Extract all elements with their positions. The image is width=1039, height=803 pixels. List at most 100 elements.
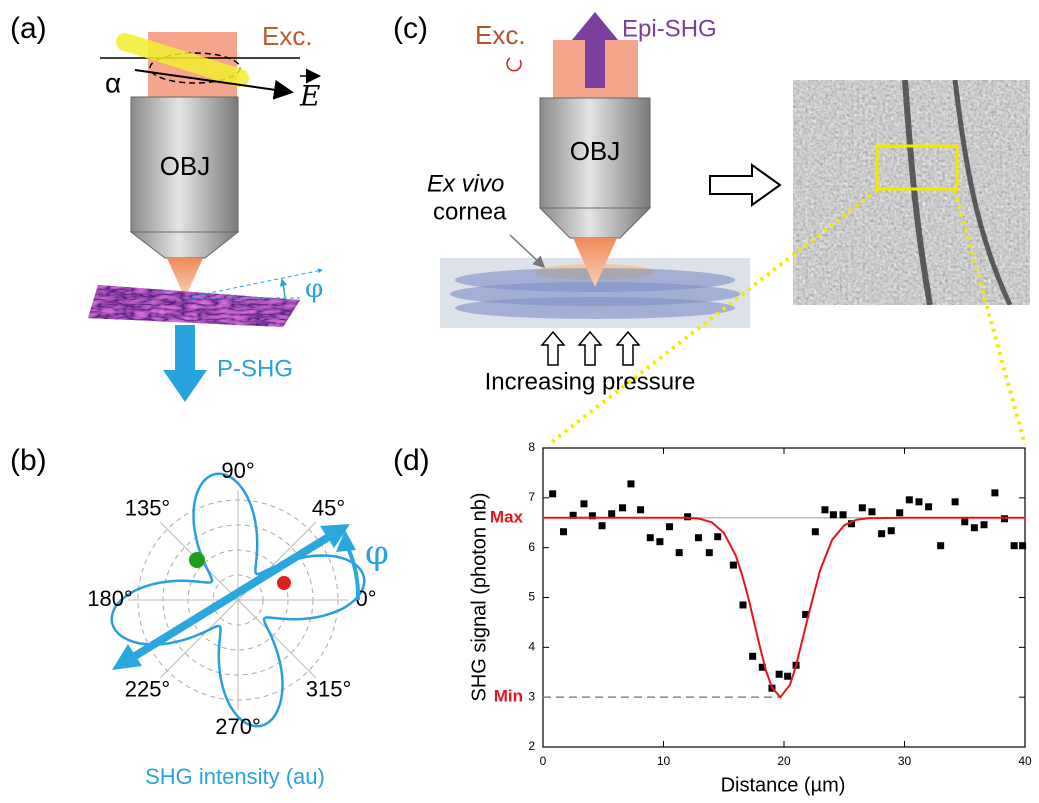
alpha: α <box>105 67 121 98</box>
data-point <box>812 528 819 535</box>
annotation-label: Min <box>494 687 523 706</box>
panel-label: (b) <box>10 444 47 477</box>
angle-arc <box>348 548 358 600</box>
angle-label: 315° <box>306 676 352 701</box>
detection: P-SHG <box>217 355 293 382</box>
panel-d: Distance (µm) SHG signal (photon nb) 0 10… <box>468 440 1032 796</box>
data-point <box>684 513 691 520</box>
panel-a: α E Exc. OBJ φ P-SHG <box>85 21 323 402</box>
pressure-arrows <box>542 332 639 365</box>
angle-label: 225° <box>125 676 171 701</box>
data-point <box>740 601 747 608</box>
data-point <box>840 511 847 518</box>
angle-label: 90° <box>221 458 254 483</box>
detection: Epi-SHG <box>622 15 717 42</box>
excitation: Exc. <box>475 20 526 50</box>
excitation: Exc. <box>262 21 313 51</box>
data-point <box>859 504 866 511</box>
data-point <box>925 503 932 510</box>
data-point <box>830 511 837 518</box>
data-point <box>730 562 737 569</box>
angle-arc <box>282 280 285 298</box>
y-tick-label: 5 <box>528 590 535 604</box>
data-point <box>549 490 556 497</box>
x-tick-label: 20 <box>777 754 791 768</box>
x-axis-title: Distance (µm) <box>721 774 846 796</box>
panel-c: Exc. Epi-SHG OBJ Ex vivo cornea Increasi… <box>427 12 1030 445</box>
data-point <box>868 508 875 515</box>
y-axis-title: SHG signal (photon nb) <box>468 492 490 701</box>
objective-tip <box>540 208 650 238</box>
data-point <box>776 671 783 678</box>
sample: cornea <box>433 198 507 225</box>
data-point <box>560 528 567 535</box>
data-point <box>695 534 702 541</box>
phi: φ <box>365 533 389 573</box>
circular-arrow <box>507 58 521 71</box>
data-point <box>647 534 654 541</box>
detection-arrow <box>163 325 207 402</box>
panel-b: φ SHG intensity (au) 0°45°90°135°180°225… <box>87 458 389 789</box>
objective-tip <box>131 232 238 258</box>
page: (a) (b) (c) (d) α E Exc. OBJ φ P-SHG Exc… <box>0 0 1039 803</box>
angle-label: 180° <box>87 586 133 611</box>
red-dot <box>277 576 291 590</box>
data-point <box>888 527 895 534</box>
green-dot <box>189 552 205 568</box>
data-point <box>937 542 944 549</box>
sample-prefix: Ex vivo <box>427 170 504 197</box>
x-tick-label: 0 <box>540 754 547 768</box>
data-point <box>619 504 626 511</box>
data-point <box>749 653 756 660</box>
layer <box>455 297 735 319</box>
shg-image <box>793 80 1030 305</box>
objective-label: OBJ <box>570 136 621 166</box>
data-point <box>906 496 913 503</box>
data-point <box>1011 542 1018 549</box>
data-point <box>971 524 978 531</box>
data-point <box>714 533 721 540</box>
data-point <box>608 510 615 517</box>
panel-label: (a) <box>10 12 47 45</box>
axis-label: SHG intensity (au) <box>145 764 325 789</box>
data-point <box>915 498 922 505</box>
data-point <box>952 498 959 505</box>
panel-label: (c) <box>393 12 428 45</box>
fit-line <box>543 518 1025 697</box>
y-tick-label: 8 <box>528 440 535 454</box>
y-tick-label: 6 <box>528 540 535 554</box>
x-tick-label: 30 <box>898 754 912 768</box>
right-arrow <box>710 165 780 205</box>
data-point <box>896 509 903 516</box>
phi: φ <box>305 274 323 304</box>
y-tick-label: 3 <box>528 689 535 703</box>
x-tick-label: 40 <box>1018 754 1032 768</box>
data-point <box>981 521 988 528</box>
data-point <box>961 518 968 525</box>
data-point <box>656 538 663 545</box>
pressure: Increasing pressure <box>485 368 696 395</box>
angle-label: 135° <box>125 495 171 520</box>
angle-label: 270° <box>215 714 261 739</box>
data-point <box>878 530 885 537</box>
data-point <box>676 549 683 556</box>
panel-label: (d) <box>393 444 430 477</box>
field: E <box>299 80 320 113</box>
data-point <box>599 522 606 529</box>
data-point <box>706 549 713 556</box>
plot-frame <box>543 448 1025 747</box>
polarization-arrow <box>135 533 335 656</box>
data-point <box>1019 542 1026 549</box>
y-tick-label: 7 <box>528 490 535 504</box>
data-point <box>666 523 673 530</box>
data-point <box>627 480 634 487</box>
objective-label: OBJ <box>160 151 211 181</box>
data-point <box>821 506 828 513</box>
x-tick-label: 10 <box>657 754 671 768</box>
data-point <box>580 500 587 507</box>
y-tick-label: 4 <box>528 640 535 654</box>
data-point <box>784 673 791 680</box>
figure: (a) (b) (c) (d) α E Exc. OBJ φ P-SHG Exc… <box>0 0 1039 803</box>
y-tick-label: 2 <box>528 739 535 753</box>
angle-label: 45° <box>312 495 345 520</box>
